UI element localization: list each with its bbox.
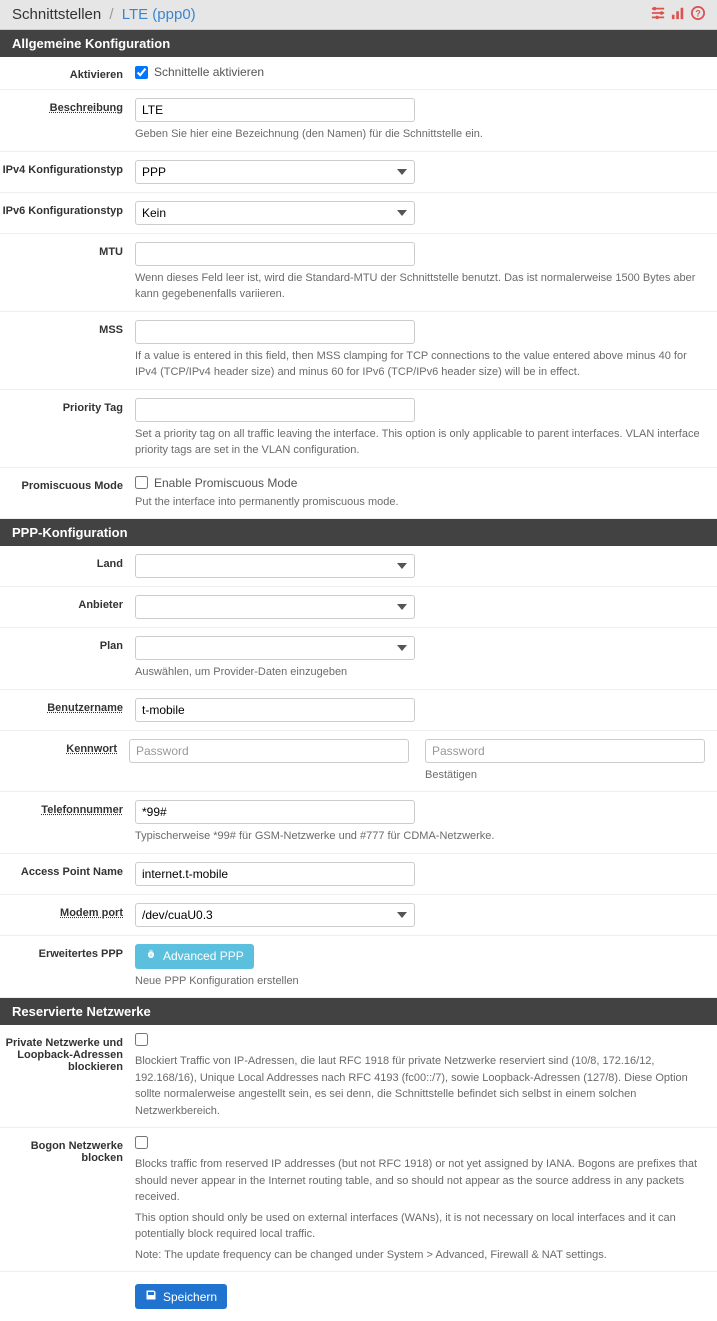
breadcrumb: Schnittstellen / LTE (ppp0)	[12, 6, 196, 23]
bogon-help3: Note: The update frequency can be change…	[135, 1247, 705, 1264]
save-button[interactable]: Speichern	[135, 1284, 227, 1309]
plan-label: Plan	[0, 636, 135, 652]
land-label: Land	[0, 554, 135, 570]
activate-checkbox[interactable]	[135, 66, 148, 79]
password-input[interactable]	[129, 739, 409, 763]
priority-label: Priority Tag	[0, 398, 135, 414]
anbieter-select[interactable]	[135, 595, 415, 619]
gear-icon	[145, 949, 157, 964]
activate-cb-label: Schnittelle aktivieren	[154, 65, 264, 79]
ipv6-label: IPv6 Konfigurationstyp	[0, 201, 135, 217]
chart-icon[interactable]	[671, 6, 685, 23]
breadcrumb-sep: /	[109, 6, 113, 23]
password-confirm-help: Bestätigen	[425, 767, 705, 784]
phone-label: Telefonnummer	[0, 800, 135, 816]
header-icons: ?	[651, 6, 705, 23]
apn-input[interactable]	[135, 862, 415, 886]
plan-select[interactable]	[135, 636, 415, 660]
private-help: Blockiert Traffic von IP-Adressen, die l…	[135, 1053, 705, 1119]
promisc-help: Put the interface into permanently promi…	[135, 494, 705, 511]
mtu-input[interactable]	[135, 242, 415, 266]
plan-help: Auswählen, um Provider-Daten einzugeben	[135, 664, 705, 681]
promisc-label: Promiscuous Mode	[0, 476, 135, 492]
mss-label: MSS	[0, 320, 135, 336]
priority-input[interactable]	[135, 398, 415, 422]
mss-help: If a value is entered in this field, the…	[135, 348, 705, 381]
mtu-help: Wenn dieses Feld leer ist, wird die Stan…	[135, 270, 705, 303]
section-reserved: Reservierte Netzwerke	[0, 998, 717, 1025]
description-input[interactable]	[135, 98, 415, 122]
bogon-checkbox[interactable]	[135, 1136, 148, 1149]
priority-help: Set a priority tag on all traffic leavin…	[135, 426, 705, 459]
activate-label: Aktivieren	[0, 65, 135, 81]
land-select[interactable]	[135, 554, 415, 578]
phone-help: Typischerweise *99# für GSM-Netzwerke un…	[135, 828, 705, 845]
adv-label: Erweitertes PPP	[0, 944, 135, 960]
save-label: Speichern	[163, 1290, 217, 1304]
advanced-ppp-label: Advanced PPP	[163, 949, 244, 963]
private-checkbox[interactable]	[135, 1033, 148, 1046]
promisc-checkbox[interactable]	[135, 476, 148, 489]
ipv6-select[interactable]: Kein	[135, 201, 415, 225]
modem-label: Modem port	[0, 903, 135, 919]
ipv4-select[interactable]: PPP	[135, 160, 415, 184]
user-label: Benutzername	[0, 698, 135, 714]
description-help: Geben Sie hier eine Bezeichnung (den Nam…	[135, 126, 705, 143]
pass-label: Kennwort	[0, 739, 129, 755]
description-label: Beschreibung	[0, 98, 135, 114]
save-icon	[145, 1289, 157, 1304]
bogon-help1: Blocks traffic from reserved IP addresse…	[135, 1156, 705, 1206]
mss-input[interactable]	[135, 320, 415, 344]
breadcrumb-active[interactable]: LTE (ppp0)	[122, 6, 196, 23]
adv-help: Neue PPP Konfiguration erstellen	[135, 973, 705, 990]
bogon-help2: This option should only be used on exter…	[135, 1210, 705, 1243]
bogon-label: Bogon Netzwerke blocken	[0, 1136, 135, 1164]
ipv4-label: IPv4 Konfigurationstyp	[0, 160, 135, 176]
mtu-label: MTU	[0, 242, 135, 258]
sliders-icon[interactable]	[651, 6, 665, 23]
promisc-cb-label: Enable Promiscuous Mode	[154, 476, 297, 490]
page-header: Schnittstellen / LTE (ppp0) ?	[0, 0, 717, 30]
section-general: Allgemeine Konfiguration	[0, 30, 717, 57]
modem-select[interactable]: /dev/cuaU0.3	[135, 903, 415, 927]
apn-label: Access Point Name	[0, 862, 135, 878]
phone-input[interactable]	[135, 800, 415, 824]
breadcrumb-root[interactable]: Schnittstellen	[12, 6, 101, 23]
private-label: Private Netzwerke und Loopback-Adressen …	[0, 1033, 135, 1073]
svg-text:?: ?	[695, 9, 700, 19]
help-icon[interactable]: ?	[691, 6, 705, 23]
user-input[interactable]	[135, 698, 415, 722]
advanced-ppp-button[interactable]: Advanced PPP	[135, 944, 254, 969]
section-ppp: PPP-Konfiguration	[0, 519, 717, 546]
password-confirm-input[interactable]	[425, 739, 705, 763]
anbieter-label: Anbieter	[0, 595, 135, 611]
